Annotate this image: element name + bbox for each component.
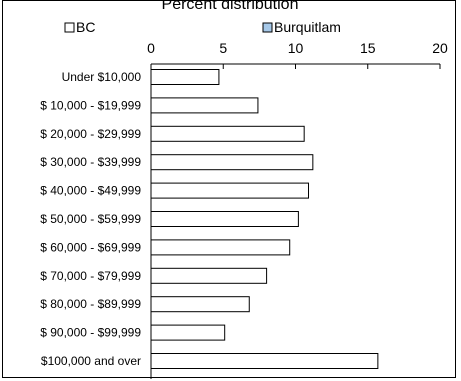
category-label-3: $ 30,000 - $39,999 <box>40 155 141 169</box>
x-tick-label-1: 5 <box>219 40 227 56</box>
category-label-7: $ 70,000 - $79,999 <box>40 269 141 283</box>
category-label-4: $ 40,000 - $49,999 <box>40 184 141 198</box>
category-label-0: Under $10,000 <box>62 70 142 84</box>
category-label-2: $ 20,000 - $29,999 <box>40 127 141 141</box>
bar-9 <box>150 324 226 341</box>
bar-2 <box>150 125 305 142</box>
legend-swatch-1 <box>262 22 273 33</box>
bar-8 <box>150 296 250 313</box>
category-label-9: $ 90,000 - $99,999 <box>40 326 141 340</box>
legend-label-0: BC <box>76 19 95 35</box>
bar-7 <box>150 267 268 284</box>
bar-1 <box>150 97 259 114</box>
bar-3 <box>150 154 314 171</box>
y-axis: Under $10,000 $ 10,000 - $19,999 $ 20,000 … <box>40 64 152 379</box>
x-tick-label-3: 15 <box>360 40 376 56</box>
category-label-5: $ 50,000 - $59,999 <box>40 212 141 226</box>
category-label-1: $ 10,000 - $19,999 <box>40 98 141 112</box>
bar-5 <box>150 211 299 227</box>
bar-10 <box>150 353 379 369</box>
legend-swatch-0 <box>64 22 75 33</box>
x-axis: 0 5 10 15 20 <box>147 40 448 69</box>
chart-title: Percent distribution <box>162 1 299 13</box>
chart-svg: Percent distribution BC Burquitlam 0 5 10 15… <box>40 1 448 379</box>
category-label-6: $ 60,000 - $69,999 <box>40 240 141 254</box>
chart-frame: Percent distribution BC Burquitlam 0 5 10 15… <box>2 0 456 379</box>
category-label-10: $100,000 and over <box>41 354 141 368</box>
bar-6 <box>150 239 291 256</box>
bar-0 <box>150 69 220 85</box>
x-tick-label-0: 0 <box>147 40 155 56</box>
category-label-8: $ 80,000 - $89,999 <box>40 297 141 311</box>
x-tick-label-4: 20 <box>432 40 448 56</box>
legend-label-1: Burquitlam <box>274 19 341 35</box>
legend: BC Burquitlam <box>64 19 341 35</box>
bar-4 <box>150 182 310 199</box>
bars <box>150 69 379 369</box>
x-tick-label-2: 10 <box>288 40 304 56</box>
